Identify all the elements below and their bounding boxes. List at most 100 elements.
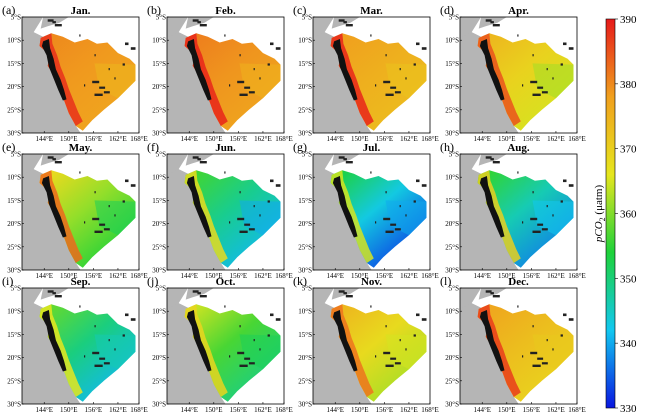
y-tick-label: 20°S xyxy=(152,354,166,362)
island-marker xyxy=(490,158,494,161)
island-marker xyxy=(416,42,420,46)
colorbar-tick-label: 350 xyxy=(620,273,637,285)
y-tick-label: 30°S xyxy=(445,401,459,409)
pco2-field xyxy=(184,304,281,402)
island-marker xyxy=(338,290,345,293)
x-tick-label: 150°E xyxy=(498,135,516,143)
y-tick-label: 5°S xyxy=(302,151,312,159)
island-marker xyxy=(244,223,251,226)
panel-frame xyxy=(166,287,285,405)
island-marker xyxy=(338,156,345,159)
y-tick-label: 15°S xyxy=(445,331,459,339)
map-panel: 144°E 150°E 156°E 162°E 168°E5°S10°S15°S20°S… xyxy=(293,3,439,143)
island-marker xyxy=(52,21,56,24)
island-marker xyxy=(253,205,255,208)
island-marker xyxy=(237,351,245,355)
reef-mask xyxy=(41,176,67,238)
island-marker xyxy=(492,24,500,27)
y-tick-label: 5°S xyxy=(156,151,166,159)
x-tick-label: 162°E xyxy=(254,272,272,280)
y-tick-label: 25°S xyxy=(298,106,312,114)
island-marker xyxy=(385,325,387,328)
x-tick-label: 162°E xyxy=(400,272,418,280)
map-panel: 144°E 150°E 156°E 162°E 168°E5°S10°S15°S20°S… xyxy=(147,3,293,143)
y-tick-label: 20°S xyxy=(298,354,312,362)
x-tick-label: 144°E xyxy=(473,406,491,414)
island-marker xyxy=(122,63,125,66)
x-tick-label: 168°E xyxy=(568,406,586,414)
x-tick-label: 150°E xyxy=(205,135,223,143)
pco2-field xyxy=(39,304,136,402)
x-tick-label: 156°E xyxy=(376,272,394,280)
island-marker xyxy=(530,351,538,355)
island-marker xyxy=(383,80,391,84)
island-marker xyxy=(375,84,377,87)
map-panel: 144°E 150°E 156°E 162°E 168°E5°S10°S15°S20°S… xyxy=(293,274,439,414)
y-tick-label: 10°S xyxy=(7,308,21,316)
pco2-southeast xyxy=(385,334,427,370)
x-tick-label: 144°E xyxy=(180,135,198,143)
x-tick-label: 168°E xyxy=(421,272,439,280)
panel-month-title: Nov. xyxy=(361,276,382,288)
x-tick-label: 150°E xyxy=(351,135,369,143)
island-marker xyxy=(237,80,245,84)
island-marker xyxy=(244,86,251,89)
island-marker xyxy=(546,68,548,71)
panel-frame xyxy=(459,287,578,405)
island-marker xyxy=(552,214,554,217)
x-tick-label: 144°E xyxy=(326,272,344,280)
island-marker xyxy=(345,24,353,27)
island-marker xyxy=(370,34,372,37)
y-tick-label: 25°S xyxy=(445,377,459,385)
island-marker xyxy=(532,191,534,194)
island-marker xyxy=(390,357,397,360)
island-marker xyxy=(54,295,62,298)
panel-tag: (g) xyxy=(293,140,307,154)
panel-month-title: Mar. xyxy=(360,5,383,17)
panel-tag: (l) xyxy=(440,274,451,288)
pco2-field xyxy=(330,170,427,268)
island-marker xyxy=(537,86,544,89)
island-marker xyxy=(52,158,56,161)
island-marker xyxy=(385,93,394,96)
x-tick-label: 162°E xyxy=(400,406,418,414)
y-tick-label: 20°S xyxy=(298,220,312,228)
y-tick-label: 5°S xyxy=(11,151,21,159)
y-tick-label: 5°S xyxy=(449,14,459,22)
island-marker xyxy=(270,42,274,46)
pco2-southeast xyxy=(239,200,281,236)
island-marker xyxy=(485,156,492,159)
island-marker xyxy=(541,91,548,94)
island-marker xyxy=(421,184,427,187)
island-marker xyxy=(259,77,261,80)
y-tick-label: 15°S xyxy=(298,197,312,205)
x-tick-label: 144°E xyxy=(35,406,53,414)
island-marker xyxy=(560,334,563,337)
island-marker xyxy=(92,217,100,221)
x-tick-label: 162°E xyxy=(254,406,272,414)
island-marker xyxy=(192,19,199,22)
x-tick-label: 150°E xyxy=(351,272,369,280)
island-marker xyxy=(421,318,427,321)
y-tick-label: 20°S xyxy=(445,354,459,362)
island-marker xyxy=(343,21,347,24)
x-tick-label: 168°E xyxy=(130,272,148,280)
island-marker xyxy=(394,362,401,365)
island-marker xyxy=(94,325,96,328)
y-tick-label: 10°S xyxy=(7,37,21,45)
y-tick-label: 15°S xyxy=(152,60,166,68)
island-marker xyxy=(224,34,226,37)
island-marker xyxy=(92,351,100,355)
island-marker xyxy=(130,318,136,321)
x-tick-label: 162°E xyxy=(547,272,565,280)
pco2-field xyxy=(39,33,136,131)
reef-mask xyxy=(41,310,67,372)
island-marker xyxy=(239,93,248,96)
island-marker xyxy=(399,339,401,342)
y-tick-label: 30°S xyxy=(445,130,459,138)
island-marker xyxy=(275,318,281,321)
island-marker xyxy=(47,156,54,159)
island-marker xyxy=(370,305,372,308)
y-tick-label: 15°S xyxy=(152,197,166,205)
island-marker xyxy=(385,230,394,233)
